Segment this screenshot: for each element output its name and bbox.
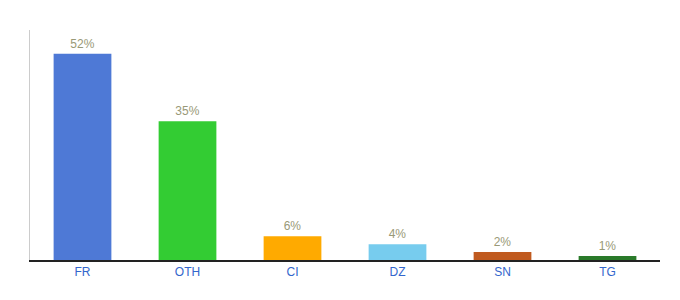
- svg-text:6%: 6%: [284, 219, 302, 233]
- svg-text:35%: 35%: [175, 104, 199, 118]
- svg-text:1%: 1%: [599, 239, 617, 253]
- svg-text:2%: 2%: [494, 235, 512, 249]
- svg-text:FR: FR: [75, 265, 91, 279]
- svg-text:OTH: OTH: [175, 265, 200, 279]
- svg-text:DZ: DZ: [390, 265, 406, 279]
- svg-text:TG: TG: [599, 265, 616, 279]
- svg-text:52%: 52%: [70, 37, 94, 51]
- svg-text:SN: SN: [494, 265, 511, 279]
- svg-text:CI: CI: [287, 265, 299, 279]
- svg-text:4%: 4%: [389, 227, 407, 241]
